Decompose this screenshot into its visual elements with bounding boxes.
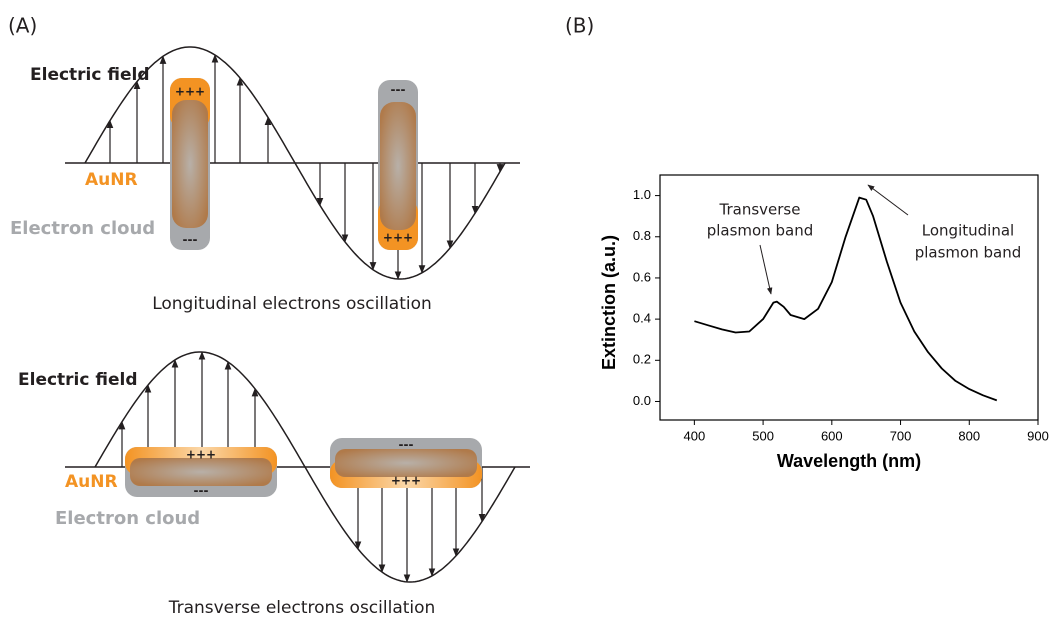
y-tick-label: 1.0 — [633, 187, 651, 202]
caption: Transverse electrons oscillation — [168, 598, 436, 618]
panel-label: (A) — [8, 14, 37, 38]
chart: 400 500 600 700 800 900 0.0 0.2 0.4 0.6 0.8 1.0 Wave… — [599, 175, 1049, 471]
charge: --- — [194, 484, 209, 498]
y-tick-label: 0.6 — [633, 269, 651, 284]
annotation: Transverse — [719, 201, 801, 219]
x-tick-label: 800 — [958, 428, 980, 443]
y-axis-label: Extinction (a.u.) — [599, 235, 619, 370]
x-tick-label: 900 — [1027, 428, 1049, 443]
charge: +++ — [391, 474, 421, 488]
field-label: Electric field — [30, 65, 150, 85]
cloud-label: Electron cloud — [55, 508, 200, 529]
y-tick-label: 0.0 — [633, 393, 651, 408]
rod — [170, 78, 210, 250]
annotation: plasmon band — [707, 222, 814, 240]
panel-label: (B) — [565, 14, 594, 38]
diagram — [65, 47, 530, 582]
annotation-arrow — [868, 185, 908, 215]
rod-label: AuNR — [85, 170, 138, 190]
charge: +++ — [186, 448, 216, 462]
x-tick-label: 600 — [821, 428, 843, 443]
y-tick-label: 0.2 — [633, 352, 651, 367]
charge: --- — [391, 83, 406, 97]
caption: Longitudinal electrons oscillation — [152, 294, 432, 314]
x-tick-label: 700 — [890, 428, 912, 443]
x-axis-label: Wavelength (nm) — [777, 451, 921, 471]
charge: --- — [399, 438, 414, 452]
cloud-label: Electron cloud — [10, 218, 155, 239]
annotation: Longitudinal — [922, 222, 1014, 240]
x-tick-label: 500 — [752, 428, 774, 443]
field-label: Electric field — [18, 370, 138, 390]
y-tick-label: 0.4 — [633, 311, 651, 326]
x-tick-label: 400 — [684, 428, 706, 443]
rod-label: AuNR — [65, 472, 118, 492]
charge: +++ — [383, 231, 413, 245]
rod — [378, 80, 418, 250]
figure: (A) (B) +++ --- --- +++ +++ --- --- +++ … — [0, 0, 1054, 619]
charge: +++ — [175, 85, 205, 99]
annotation-arrow — [760, 245, 771, 294]
charge: --- — [183, 233, 198, 247]
plot-frame — [660, 175, 1038, 420]
annotation: plasmon band — [915, 244, 1022, 262]
y-tick-label: 0.8 — [633, 228, 651, 243]
